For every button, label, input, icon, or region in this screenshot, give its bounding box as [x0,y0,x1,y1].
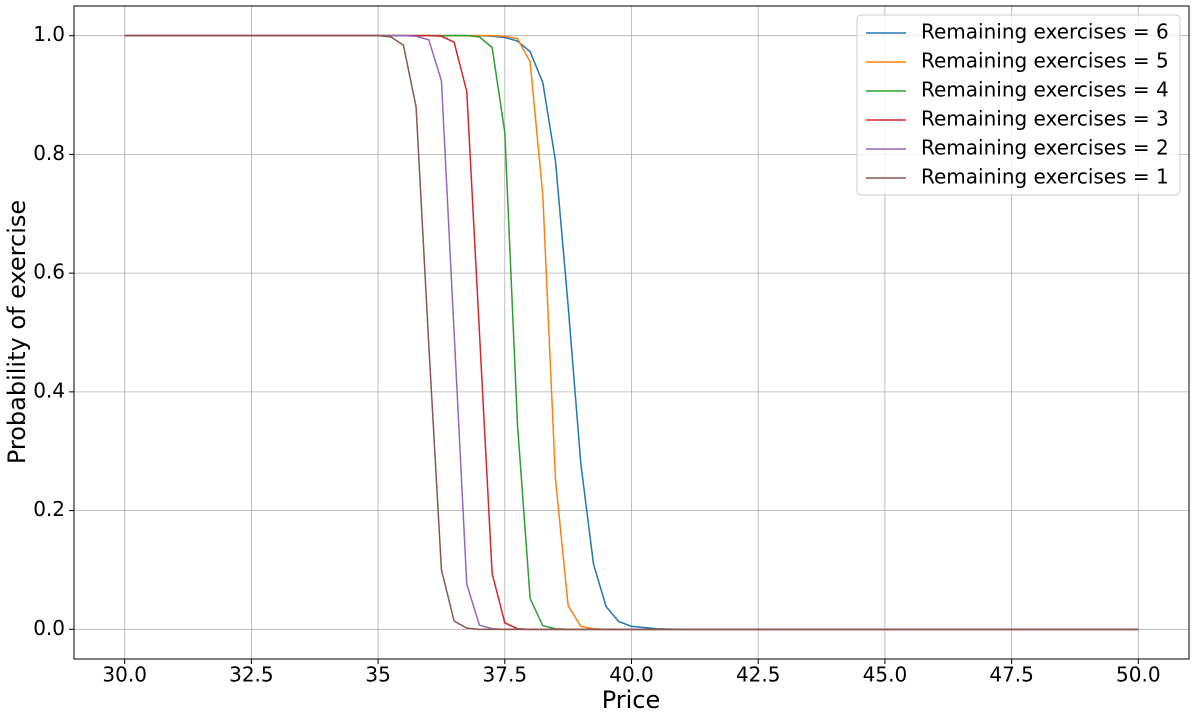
series-line [124,34,1139,631]
y-tick-label: 0.4 [33,378,65,402]
x-tick-label: 47.5 [989,663,1034,687]
axes-frame [73,5,1190,660]
y-tick-label: 0.6 [33,260,65,284]
x-tick-label: 35 [365,663,390,687]
legend-label: Remaining exercises = 6 [921,20,1169,44]
y-tick-label: 0.0 [33,616,65,640]
legend-label: Remaining exercises = 2 [921,136,1169,160]
y-tick-label: 0.8 [33,141,65,165]
x-tick-label: 37.5 [483,663,528,687]
legend-label: Remaining exercises = 4 [921,78,1169,102]
x-tick-label: 30.0 [102,663,147,687]
legend-label: Remaining exercises = 5 [921,49,1169,73]
y-tick-label: 1.0 [33,22,65,46]
x-axis-label: Price [602,686,661,714]
y-axis-label: Probability of exercise [3,200,31,464]
x-tick-label: 45.0 [863,663,908,687]
y-tick-label: 0.2 [33,497,65,521]
x-tick-label: 32.5 [229,663,274,687]
legend-label: Remaining exercises = 3 [921,107,1169,131]
x-tick-label: 40.0 [609,663,654,687]
x-tick-label: 50.0 [1116,663,1161,687]
x-tick-label: 42.5 [736,663,781,687]
legend-label: Remaining exercises = 1 [921,165,1169,189]
legend-box [856,14,1181,196]
